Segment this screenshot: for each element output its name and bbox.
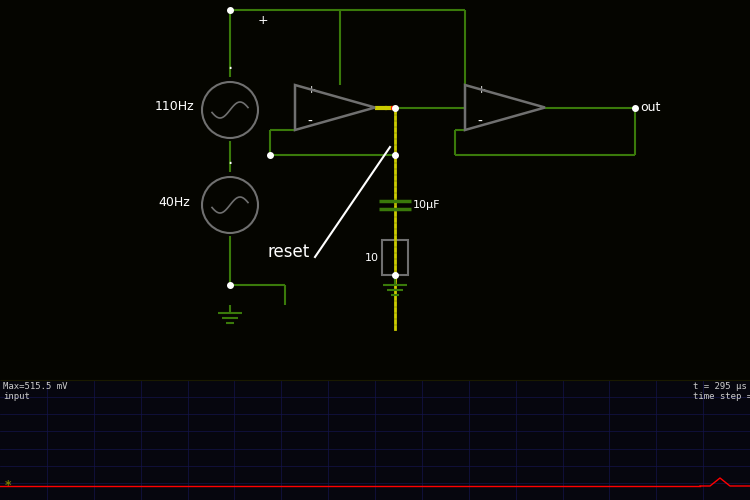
Text: 10μF: 10μF — [413, 200, 440, 210]
Text: 110Hz: 110Hz — [155, 100, 195, 114]
Text: out: out — [640, 101, 660, 114]
Text: 40Hz: 40Hz — [158, 196, 190, 208]
Bar — [382, 240, 408, 275]
Text: +: + — [307, 85, 316, 95]
Text: time step = 5 μs: time step = 5 μs — [693, 392, 750, 401]
Text: +: + — [477, 85, 486, 95]
Bar — [0, 380, 750, 500]
Text: -: - — [477, 115, 482, 129]
Text: reset: reset — [268, 243, 310, 261]
Text: ·: · — [227, 60, 232, 78]
Text: Max=515.5 mV: Max=515.5 mV — [3, 382, 68, 391]
Text: *: * — [5, 480, 11, 492]
Text: +: + — [258, 14, 268, 27]
Text: ·: · — [227, 155, 232, 173]
Text: -: - — [307, 115, 312, 129]
Text: input: input — [3, 392, 30, 401]
Text: t = 295 μs: t = 295 μs — [693, 382, 747, 391]
Text: 10: 10 — [365, 253, 379, 263]
